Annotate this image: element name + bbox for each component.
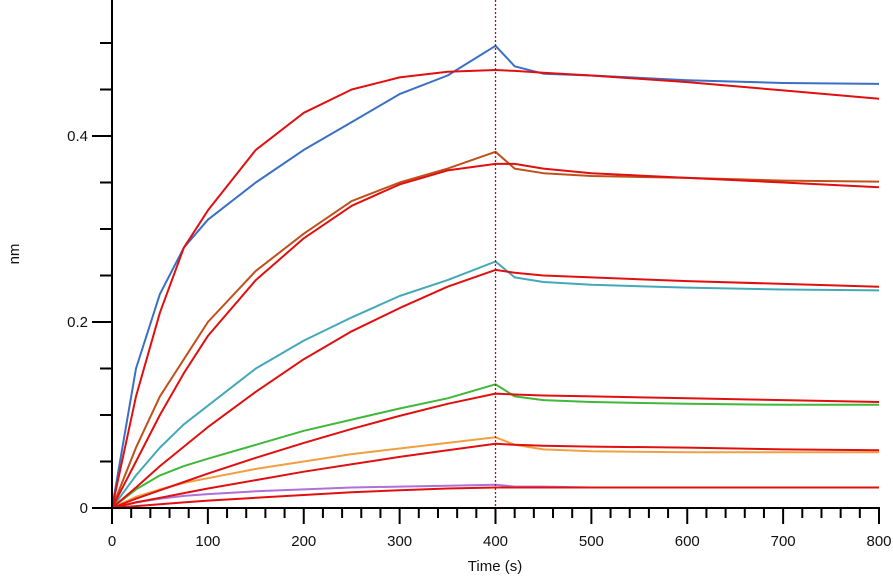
x-tick-label: 0 [108, 533, 116, 550]
x-tick-label: 600 [675, 533, 700, 550]
y-tick-label: 0 [80, 500, 88, 517]
axes: 0 100 200 300 400 500 600 700 800 0 0.2 0.4 [67, 0, 892, 550]
fit-line-sample-1-fit [111, 69, 880, 509]
data-line-sample-3 [111, 260, 880, 509]
fit-line-sample-4-fit [111, 392, 880, 509]
x-tick-label: 200 [291, 533, 316, 550]
y-tick-label: 0.2 [67, 314, 88, 331]
fit-line-sample-2-fit [111, 162, 880, 509]
fit-line-sample-5-fit [111, 442, 880, 509]
data-line-sample-4 [111, 383, 879, 509]
y-axis-ticks: 0 0.2 0.4 [67, 42, 112, 517]
x-tick-label: 800 [866, 533, 891, 550]
x-tick-label: 700 [771, 533, 796, 550]
y-tick-label: 0.4 [67, 128, 88, 145]
x-tick-label: 500 [579, 533, 604, 550]
x-axis-ticks: 0 100 200 300 400 500 600 700 800 [108, 508, 892, 550]
x-tick-label: 400 [483, 533, 508, 550]
fit-line-sample-3-fit [111, 268, 880, 509]
fit-line-sample-6-fit [111, 486, 879, 509]
x-axis-title: Time (s) [468, 558, 522, 575]
y-axis-title: nm [6, 244, 23, 265]
x-tick-label: 100 [195, 533, 220, 550]
x-tick-label: 300 [387, 533, 412, 550]
series-lines [111, 44, 880, 509]
data-line-sample-2 [111, 150, 880, 509]
